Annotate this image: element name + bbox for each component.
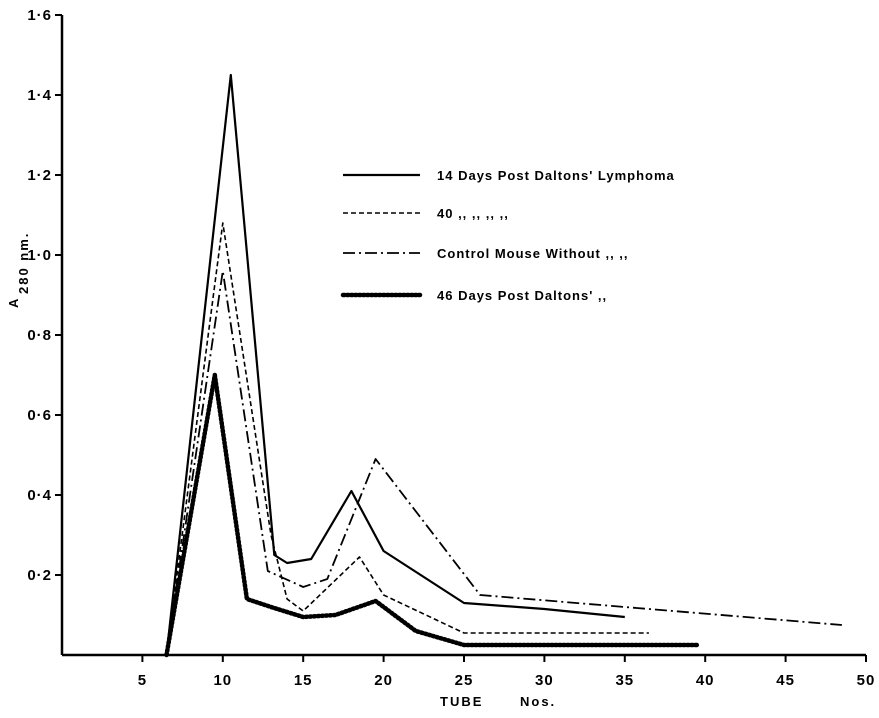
x-axis-title: TUBE xyxy=(440,694,483,709)
series-line-3 xyxy=(165,270,842,656)
series-layer xyxy=(164,73,842,658)
x-tick-label: 10 xyxy=(213,672,232,689)
series-line-4-core xyxy=(165,374,698,656)
axis-ticks: 5 10 15 20 25 30 35 40 45 50 0·2 0·4 0·6 0·8 1·0 1·2 1·4… xyxy=(27,7,876,689)
x-tick-label: 5 xyxy=(138,672,147,689)
legend-label-4: 46 Days Post Daltons' ,, xyxy=(437,288,607,303)
y-tick-label: 0·8 xyxy=(27,327,52,344)
x-tick-label: 50 xyxy=(857,672,876,689)
x-tick-label: 15 xyxy=(294,672,313,689)
y-tick-label: 0·4 xyxy=(27,487,52,504)
y-tick-label: 1·0 xyxy=(27,247,52,264)
y-axis-title-group: A 280 nm. xyxy=(6,232,31,308)
series-line-1 xyxy=(165,73,625,656)
x-tick-label: 40 xyxy=(696,672,715,689)
y-tick-label: 1·2 xyxy=(27,167,52,184)
y-tick-label: 0·2 xyxy=(27,567,52,584)
series-line-2 xyxy=(165,222,649,656)
y-tick-label: 1·4 xyxy=(27,87,52,104)
x-tick-label: 25 xyxy=(455,672,474,689)
legend-label-2: 40 ,, ,, ,, ,, xyxy=(437,206,509,221)
x-tick-label: 45 xyxy=(776,672,795,689)
legend-label-3: Control Mouse Without ,, ,, xyxy=(437,246,629,261)
y-tick-label: 0·6 xyxy=(27,407,52,424)
x-axis-title-suffix: Nos. xyxy=(520,694,556,709)
y-tick-label: 1·6 xyxy=(27,7,52,24)
legend: 14 Days Post Daltons' Lymphoma 40 ,, ,, ,… xyxy=(340,168,675,303)
x-tick-label: 35 xyxy=(615,672,634,689)
y-axis-title-subscript: 280 nm. xyxy=(16,232,31,294)
x-tick-label: 30 xyxy=(535,672,554,689)
legend-label-1: 14 Days Post Daltons' Lymphoma xyxy=(437,168,675,183)
series-line-4 xyxy=(164,372,700,658)
x-tick-label: 20 xyxy=(374,672,393,689)
y-axis-title: A xyxy=(6,297,21,308)
